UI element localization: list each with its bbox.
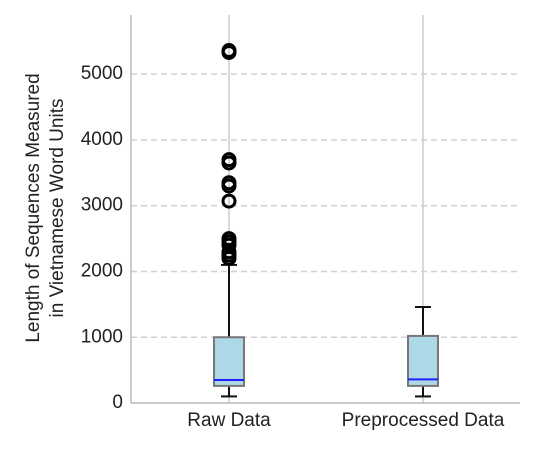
y-axis-label: in Vietnamese Word Units (47, 99, 68, 318)
box (407, 334, 439, 387)
y-tick-label: 3000 (81, 195, 123, 216)
outlier (221, 193, 237, 209)
outlier (221, 175, 237, 191)
y-tick-label: 0 (112, 392, 123, 413)
outlier (221, 152, 237, 168)
x-tick-label: Raw Data (187, 410, 271, 431)
y-tick-label: 5000 (81, 63, 123, 84)
y-tick-label: 4000 (81, 129, 123, 150)
box (213, 336, 245, 387)
y-tick-label: 1000 (81, 326, 123, 347)
outlier (221, 43, 237, 59)
y-axis-label: Length of Sequences Measured (23, 73, 44, 342)
y-tick-label: 2000 (81, 260, 123, 281)
outlier (221, 231, 237, 247)
x-tick-label: Preprocessed Data (342, 410, 505, 431)
